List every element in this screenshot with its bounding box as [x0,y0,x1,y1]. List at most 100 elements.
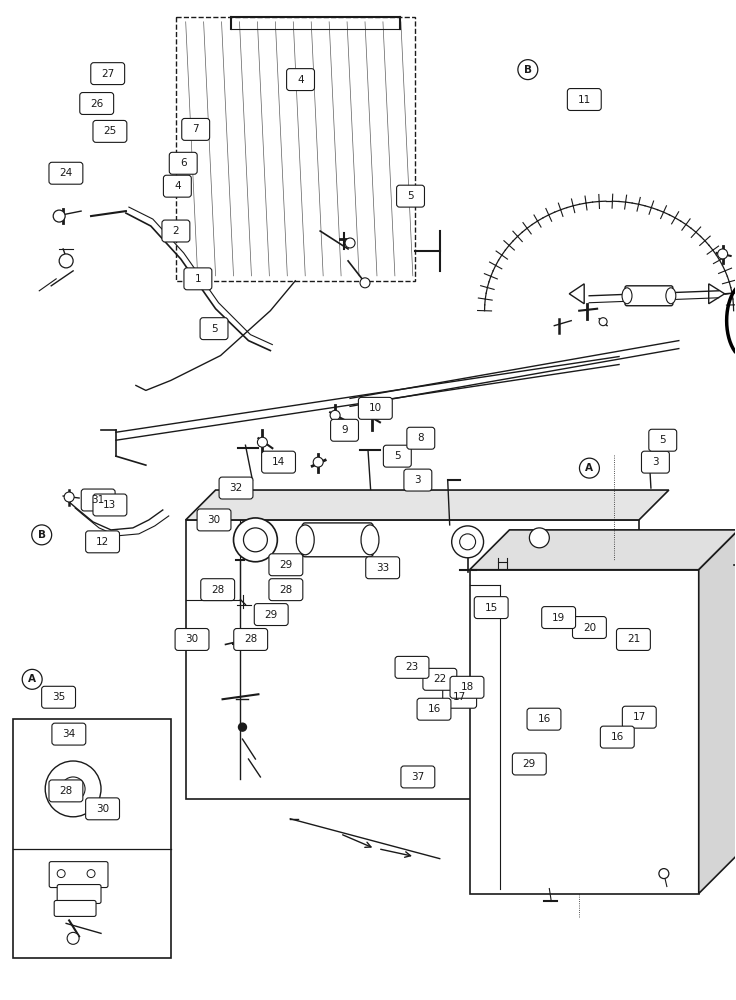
FancyBboxPatch shape [512,753,546,775]
Text: 5: 5 [407,191,414,201]
Text: 30: 30 [208,515,221,525]
FancyBboxPatch shape [185,520,639,799]
FancyBboxPatch shape [623,706,657,728]
Text: 25: 25 [103,126,116,136]
FancyBboxPatch shape [85,798,119,820]
Text: 17: 17 [633,712,646,722]
Text: 9: 9 [342,425,348,435]
FancyBboxPatch shape [417,698,451,720]
Circle shape [45,761,101,817]
Text: 27: 27 [101,69,114,79]
Text: 20: 20 [583,623,596,633]
Circle shape [244,528,267,552]
FancyBboxPatch shape [42,686,76,708]
FancyBboxPatch shape [182,118,210,140]
Text: 4: 4 [297,75,304,85]
Text: 28: 28 [211,585,224,595]
FancyBboxPatch shape [93,120,127,142]
Circle shape [460,534,475,550]
FancyBboxPatch shape [383,445,411,467]
FancyBboxPatch shape [54,900,96,916]
FancyBboxPatch shape [404,469,432,491]
Polygon shape [470,530,736,570]
Ellipse shape [666,288,676,304]
FancyBboxPatch shape [219,477,253,499]
FancyBboxPatch shape [330,419,358,441]
Circle shape [233,518,277,562]
FancyBboxPatch shape [286,69,314,91]
Circle shape [518,60,538,80]
Circle shape [314,457,323,467]
Text: B: B [524,65,532,75]
Text: 22: 22 [434,674,447,684]
Text: 29: 29 [279,560,292,570]
FancyBboxPatch shape [625,286,673,306]
Polygon shape [698,530,736,894]
FancyBboxPatch shape [542,607,576,629]
FancyBboxPatch shape [397,185,425,207]
Text: 6: 6 [180,158,186,168]
Circle shape [32,525,52,545]
FancyBboxPatch shape [197,509,231,531]
Text: 28: 28 [244,634,258,644]
FancyBboxPatch shape [567,89,601,110]
Text: 16: 16 [611,732,624,742]
FancyBboxPatch shape [93,494,127,516]
Circle shape [330,410,340,420]
Circle shape [258,437,267,447]
Text: 3: 3 [414,475,421,485]
FancyBboxPatch shape [269,554,302,576]
Text: A: A [585,463,593,473]
FancyBboxPatch shape [401,766,435,788]
FancyBboxPatch shape [470,570,698,894]
Polygon shape [185,490,669,520]
Text: 35: 35 [52,692,66,702]
Text: 15: 15 [484,603,498,613]
FancyBboxPatch shape [254,604,289,626]
Text: A: A [28,674,36,684]
Circle shape [67,932,79,944]
Text: 34: 34 [63,729,76,739]
Circle shape [61,777,85,801]
FancyBboxPatch shape [57,885,101,903]
Text: 29: 29 [523,759,536,769]
Text: 14: 14 [272,457,285,467]
Circle shape [59,254,73,268]
Text: 26: 26 [90,99,103,109]
FancyBboxPatch shape [617,629,651,650]
Text: 24: 24 [60,168,73,178]
FancyBboxPatch shape [201,579,235,601]
FancyBboxPatch shape [163,175,191,197]
Text: 29: 29 [264,610,277,620]
Text: 21: 21 [627,634,640,644]
Text: 8: 8 [417,433,424,443]
FancyBboxPatch shape [443,686,477,708]
Text: 18: 18 [460,682,473,692]
Text: 32: 32 [230,483,243,493]
FancyBboxPatch shape [85,531,119,553]
FancyBboxPatch shape [49,780,83,802]
Circle shape [452,526,484,558]
FancyBboxPatch shape [49,162,83,184]
Ellipse shape [297,525,314,555]
FancyBboxPatch shape [175,629,209,650]
Text: 28: 28 [279,585,292,595]
FancyBboxPatch shape [527,708,561,730]
FancyBboxPatch shape [601,726,634,748]
FancyBboxPatch shape [649,429,676,451]
Circle shape [64,492,74,502]
Text: 3: 3 [652,457,659,467]
Text: 28: 28 [60,786,73,796]
FancyBboxPatch shape [269,579,302,601]
Circle shape [718,249,728,259]
Text: 31: 31 [91,495,105,505]
Bar [176,17,415,281]
Circle shape [599,318,607,326]
Circle shape [529,528,549,548]
FancyBboxPatch shape [169,152,197,174]
FancyBboxPatch shape [91,63,124,85]
Circle shape [579,458,599,478]
Ellipse shape [361,525,379,555]
Text: 5: 5 [210,324,217,334]
Circle shape [22,669,42,689]
